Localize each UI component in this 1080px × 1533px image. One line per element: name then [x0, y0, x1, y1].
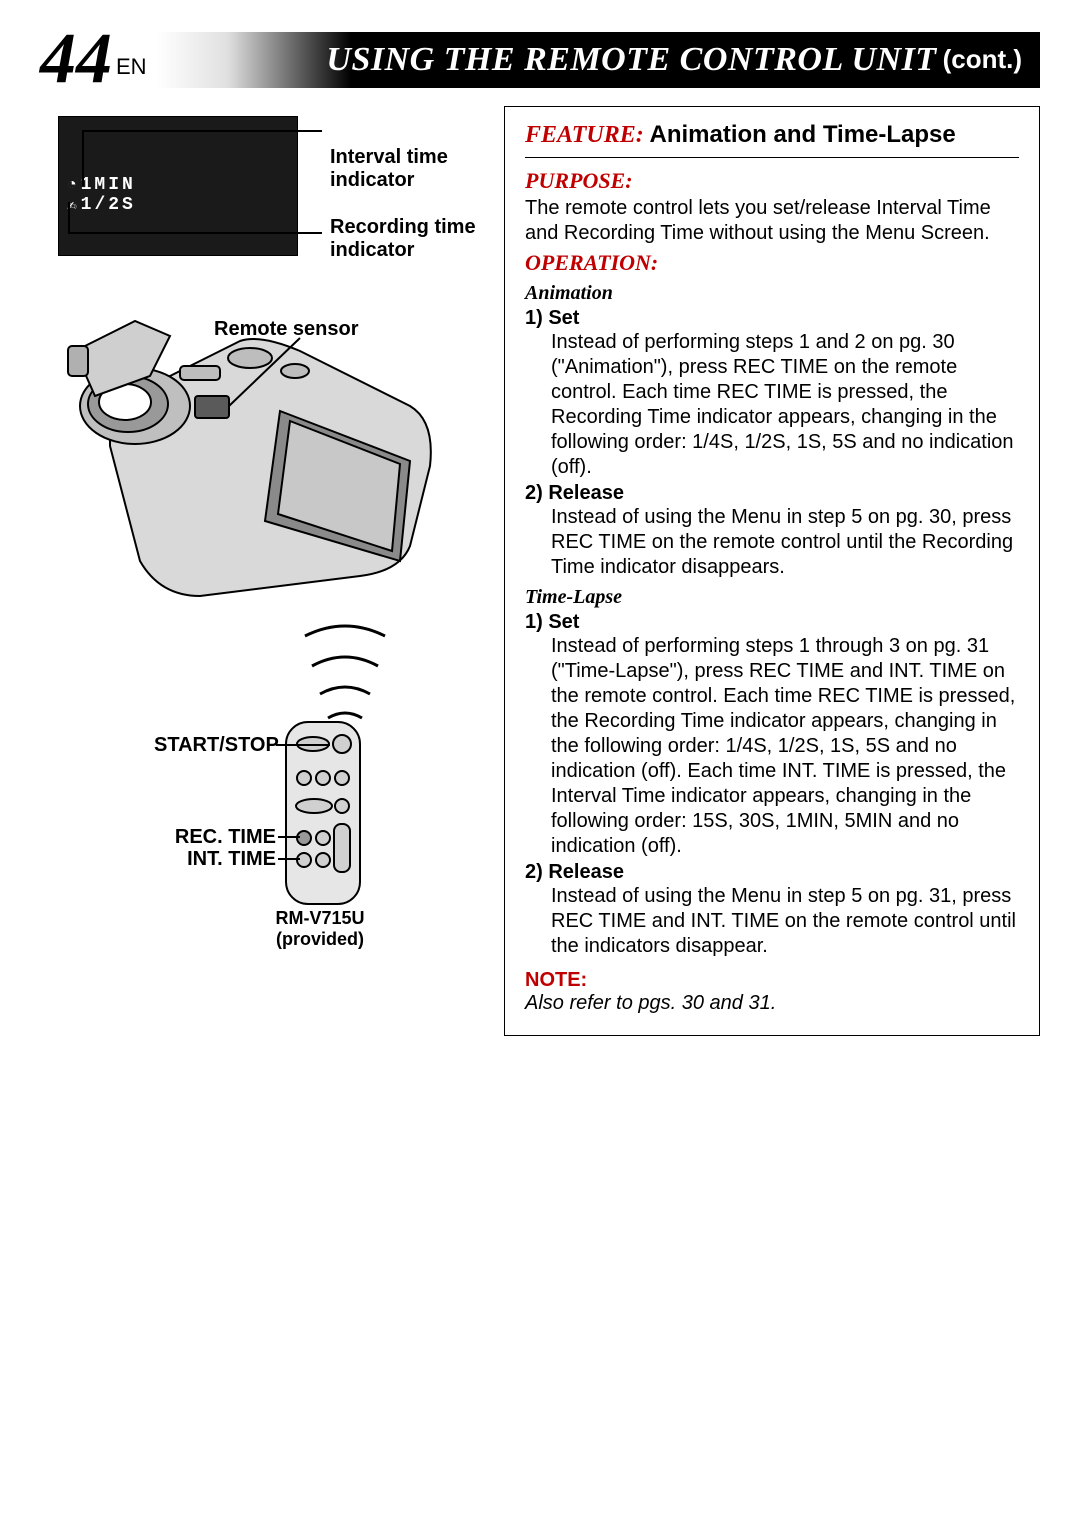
animation-head: Animation: [525, 282, 1019, 305]
left-column: ◔ 1MIN ✍ 1/2S Interval time indicator Re…: [40, 106, 480, 1036]
clock-icon: ◔: [67, 176, 77, 194]
callout-int-time: INT. TIME: [170, 848, 276, 871]
timelapse-head: Time-Lapse: [525, 586, 1019, 609]
feature-label: FEATURE:: [525, 122, 644, 148]
manual-page: 44 EN USING THE REMOTE CONTROL UNIT (con…: [0, 0, 1080, 1066]
signal-waves-icon: [300, 616, 390, 726]
lcd-line-interval: ◔ 1MIN: [67, 175, 289, 195]
callout-recording: Recording time indicator: [330, 216, 476, 262]
callout-tick: [82, 182, 84, 186]
callout-rec-time: REC. TIME: [168, 826, 276, 849]
callout-start-stop: START/STOP: [154, 734, 274, 757]
remote-caption: RM-V715U (provided): [250, 908, 390, 951]
anim-rel-label: 2) Release: [525, 482, 1019, 505]
anim-set-label: 1) Set: [525, 307, 1019, 330]
purpose-body: The remote control lets you set/release …: [525, 196, 1019, 246]
lcd-interval-value: 1MIN: [81, 175, 136, 195]
content-columns: ◔ 1MIN ✍ 1/2S Interval time indicator Re…: [40, 106, 1040, 1036]
note-body: Also refer to pgs. 30 and 31.: [525, 992, 1019, 1015]
page-number: 44: [40, 30, 112, 88]
page-header: 44 EN USING THE REMOTE CONTROL UNIT (con…: [40, 30, 1040, 88]
purpose-head: PURPOSE:: [525, 168, 1019, 194]
operation-head: OPERATION:: [525, 250, 1019, 276]
anim-set-body: Instead of performing steps 1 and 2 on p…: [525, 330, 1019, 480]
note-head: NOTE:: [525, 969, 1019, 992]
tl-rel-label: 2) Release: [525, 861, 1019, 884]
camera-diagram: Remote sensor: [40, 296, 480, 936]
lcd-panel: ◔ 1MIN ✍ 1/2S: [58, 116, 298, 256]
remote-model: RM-V715U: [275, 908, 364, 928]
leader-rectime: [278, 836, 300, 838]
anim-rel-body: Instead of using the Menu in step 5 on p…: [525, 505, 1019, 580]
tl-set-body: Instead of performing steps 1 through 3 …: [525, 634, 1019, 859]
tl-rel-body: Instead of using the Menu in step 5 on p…: [525, 884, 1019, 959]
leader-inttime: [278, 858, 300, 860]
lcd-line-recording: ✍ 1/2S: [67, 195, 289, 215]
remote-illustration: [270, 716, 380, 916]
callout-sensor: Remote sensor: [214, 318, 359, 341]
title-banner: USING THE REMOTE CONTROL UNIT (cont.): [157, 32, 1040, 88]
callout-leader-1b: [82, 130, 322, 132]
tl-set-label: 1) Set: [525, 611, 1019, 634]
callout-leader-1: [82, 130, 84, 182]
lcd-indicator-block: ◔ 1MIN ✍ 1/2S Interval time indicator Re…: [40, 106, 480, 266]
banner-cont: (cont.): [943, 44, 1022, 75]
right-column: FEATURE: Animation and Time-Lapse PURPOS…: [504, 106, 1040, 1036]
callout-leader-2b: [68, 232, 322, 234]
camcorder-illustration: [40, 296, 470, 626]
leader-startstop: [276, 744, 330, 746]
callout-interval: Interval time indicator: [330, 146, 448, 192]
remote-provided: (provided): [276, 929, 364, 949]
feature-title: Animation and Time-Lapse: [649, 121, 955, 148]
feature-line: FEATURE: Animation and Time-Lapse: [525, 121, 1019, 149]
lcd-recording-value: 1/2S: [81, 195, 136, 215]
banner-title: USING THE REMOTE CONTROL UNIT: [326, 41, 936, 79]
callout-leader-2: [68, 202, 70, 232]
page-language: EN: [116, 54, 147, 80]
divider: [525, 157, 1019, 158]
